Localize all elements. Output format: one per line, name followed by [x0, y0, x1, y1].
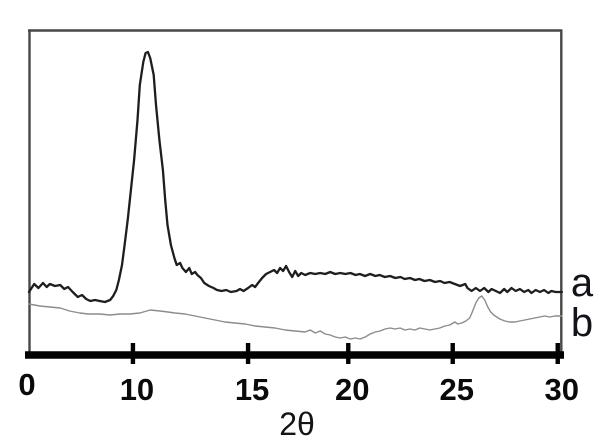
curve-a: [27, 50, 564, 304]
x-tick-label: 20: [335, 372, 369, 407]
x-tick-label: 0: [18, 367, 35, 402]
curve-b-label: b: [570, 301, 594, 345]
curve-b: [28, 295, 563, 340]
x-axis-label: 2θ: [279, 406, 315, 442]
x-tick-label: 10: [120, 372, 154, 407]
x-tick-label: 15: [235, 372, 269, 407]
x-tick-label: 25: [439, 372, 473, 407]
curve-a-label: a: [570, 261, 594, 305]
x-tick-label: 30: [544, 372, 578, 407]
